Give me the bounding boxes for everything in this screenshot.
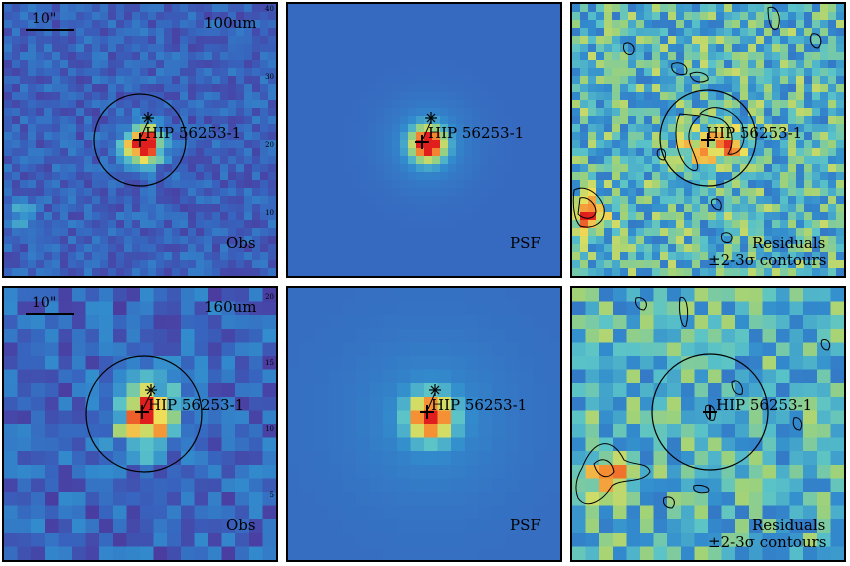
centroid-cross	[701, 133, 715, 147]
residual-overlay-100um	[572, 6, 822, 243]
contour-label: ±2-3σ contours	[708, 533, 827, 551]
psf-overlay-100um	[415, 112, 437, 149]
centroid-cross	[703, 405, 717, 419]
object-label: HIP 56253-1	[716, 396, 813, 414]
centroid-cross	[415, 135, 429, 149]
axis-tick-labels: 40 30 20 10	[265, 6, 274, 217]
centroid-cross	[133, 133, 147, 147]
psf-label: PSF	[510, 516, 541, 534]
psf-image-100um	[288, 4, 560, 276]
object-label: HIP 56253-1	[706, 124, 803, 142]
residual-overlay-160um	[575, 296, 831, 509]
star-marker	[140, 112, 154, 138]
band-label: 160um	[204, 298, 257, 316]
scale-bar-label: 10"	[32, 295, 57, 311]
contour-label: ±2-3σ contours	[708, 251, 827, 269]
obs-label: Obs	[226, 234, 256, 252]
aperture-circle	[93, 93, 187, 187]
scale-bar-label: 10"	[32, 11, 57, 27]
centroid-cross	[420, 405, 434, 419]
obs-overlay-100um	[26, 29, 187, 187]
object-label: HIP 56253-1	[428, 124, 525, 142]
psf-overlay-160um	[420, 384, 441, 419]
object-label: HIP 56253-1	[145, 124, 242, 142]
star-marker	[427, 384, 441, 410]
star-marker	[422, 112, 437, 140]
obs-overlay-160um	[26, 313, 203, 473]
object-label: HIP 56253-1	[148, 396, 245, 414]
band-label: 100um	[204, 14, 257, 32]
tick-label: 40	[265, 5, 274, 13]
obs-label: Obs	[226, 516, 256, 534]
star-marker	[142, 384, 157, 410]
tick-label: 15	[265, 359, 274, 367]
tick-label: 10	[265, 209, 274, 217]
residual-label: Residuals	[752, 234, 826, 252]
panel-psf-100um: HIP 56253-1 PSF	[286, 2, 562, 278]
aperture-circle	[651, 353, 769, 471]
tick-label: 20	[265, 141, 274, 149]
tick-label: 10	[265, 425, 274, 433]
aperture-circle	[659, 89, 757, 187]
residual-image-160um	[572, 288, 844, 560]
psf-image-160um	[288, 288, 560, 560]
panel-residual-100um: HIP 56253-1 Residuals ±2-3σ contours	[570, 2, 846, 278]
panel-psf-160um: HIP 56253-1 PSF	[286, 286, 562, 562]
residual-contours	[572, 6, 822, 243]
panel-obs-160um: 10" 160um HIP 56253-1 Obs 20 15 10 5	[2, 286, 278, 562]
object-label: HIP 56253-1	[431, 396, 528, 414]
aperture-circle	[85, 355, 203, 473]
tick-label: 20	[265, 293, 274, 301]
panel-residual-160um: HIP 56253-1 Residuals ±2-3σ contours	[570, 286, 846, 562]
residual-contours	[575, 296, 831, 509]
panel-obs-100um: 10" 100um HIP 56253-1 Obs 40 30 20 10	[2, 2, 278, 278]
centroid-cross	[135, 405, 149, 419]
tick-label: 30	[265, 73, 274, 81]
residual-label: Residuals	[752, 516, 826, 534]
tick-label: 5	[269, 491, 274, 499]
axis-tick-labels: 20 15 10 5	[265, 294, 274, 499]
obs-image-160um	[4, 288, 276, 560]
psf-label: PSF	[510, 234, 541, 252]
